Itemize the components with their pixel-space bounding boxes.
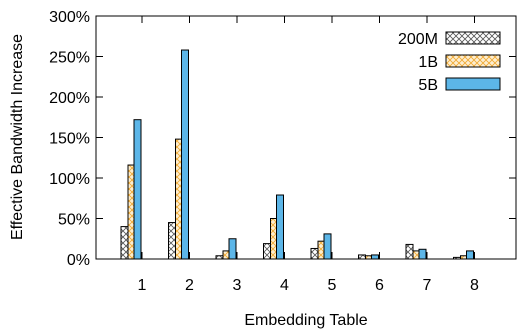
bar-200m-table-8 [453,256,461,260]
y-tick-label: 300% [49,9,90,26]
bar-200m-table-7 [405,243,414,260]
y-axis: 0% 50% 100% 150% 200% 250% 300% [49,9,516,269]
bar-5b-table-6 [371,254,379,260]
x-tick-label: 8 [470,277,479,294]
x-tick-label: 7 [423,277,432,294]
x-axis: 1 2 3 4 5 6 7 8 [138,16,479,294]
legend-label-5b: 5B [418,77,438,94]
x-tick-label: 1 [138,277,147,294]
plot-area-border [95,15,517,260]
legend-label-1b: 1B [418,54,438,71]
axes-frame [95,15,517,260]
bar-5b-table-8 [466,250,474,260]
bar-5b-table-4 [276,194,284,260]
bar-200m-table-2 [168,222,176,260]
legend: 200M 1B 5B [398,31,501,94]
bar-200m-table-1 [120,226,129,260]
bar-200m-table-5 [310,247,319,260]
bar-200m-table-4 [263,243,271,260]
y-tick-label: 200% [49,90,90,107]
legend-label-200m: 200M [398,31,438,48]
bar-5b-table-3 [228,238,237,260]
bar-5b-table-2 [181,49,189,260]
y-tick-label: 0% [67,252,90,269]
x-tick-label: 3 [233,277,242,294]
legend-swatch-1b [445,54,501,68]
x-tick-label: 6 [375,277,384,294]
x-axis-title: Embedding Table [244,312,367,329]
legend-swatch-200m [445,31,501,45]
bar-200m-table-6 [358,254,366,260]
y-tick-label: 100% [49,171,90,188]
x-tick-label: 4 [280,277,289,294]
x-tick-label: 2 [185,277,194,294]
bar-5b-table-7 [418,248,427,260]
bars [120,49,474,260]
legend-swatch-5b [445,77,501,91]
bar-5b-table-1 [133,119,142,260]
x-tick-label: 5 [328,277,337,294]
bar-5b-table-5 [323,233,332,260]
y-tick-label: 250% [49,50,90,67]
y-axis-title: Effective Bandwidth Increase [9,34,26,240]
bar-200m-table-3 [215,255,224,260]
y-tick-label: 150% [49,131,90,148]
y-tick-label: 50% [58,212,90,229]
